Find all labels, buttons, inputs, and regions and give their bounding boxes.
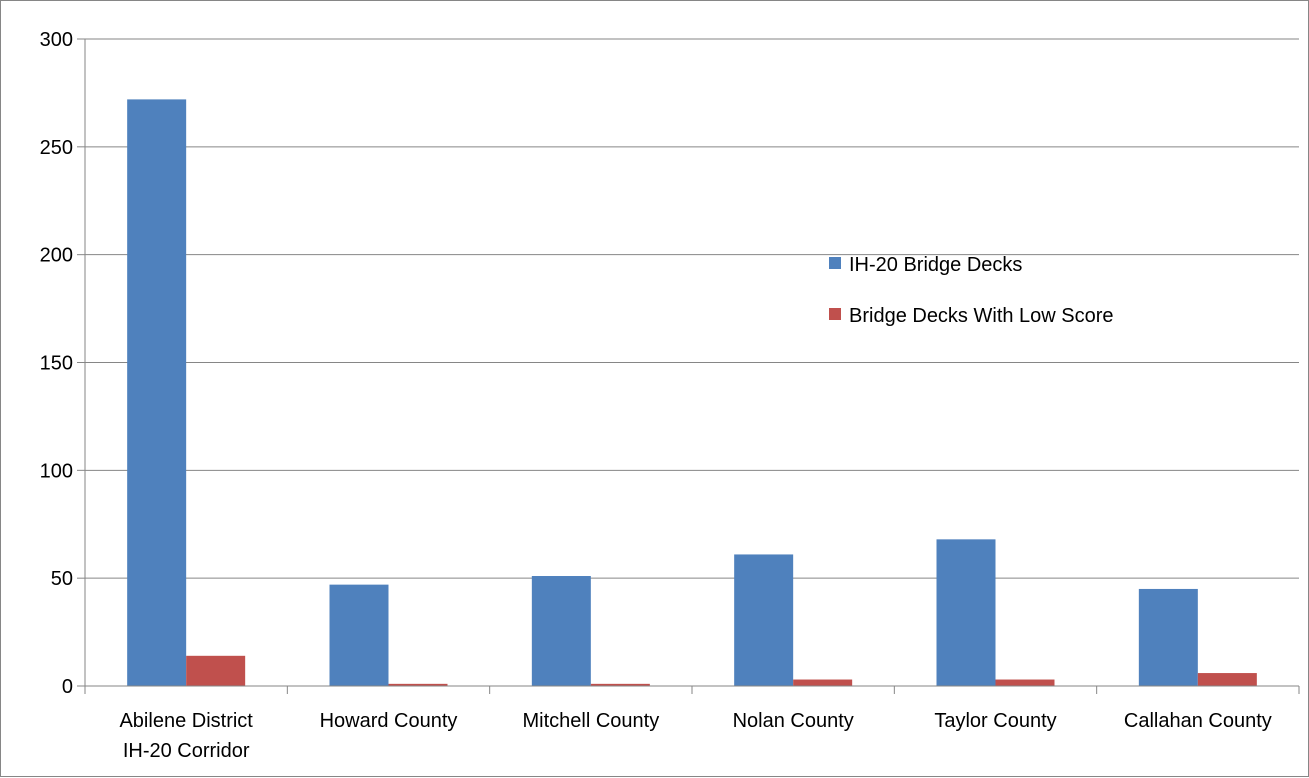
y-tick-label: 250 (40, 137, 73, 159)
legend-label: IH-20 Bridge Decks (849, 254, 1022, 276)
legend-swatch (829, 257, 841, 269)
y-tick-label: 200 (40, 245, 73, 267)
x-category-label: Nolan County (733, 710, 854, 732)
legend-swatch (829, 308, 841, 320)
bar-low-score-decks (590, 683, 650, 686)
bar-ih20-bridge-decks (936, 539, 996, 686)
bar-ih20-bridge-decks (127, 99, 187, 687)
y-tick-label: 300 (40, 29, 73, 51)
legend-label: Bridge Decks With Low Score (849, 305, 1114, 327)
y-axis-tick-labels: 0 50 100 150 200 250 300 (40, 29, 73, 698)
x-axis-category-labels: Abilene District IH-20 Corridor Howard Cou… (119, 710, 1271, 762)
bars (127, 99, 1257, 687)
y-tick-label: 0 (62, 676, 73, 698)
x-category-label: IH-20 Corridor (123, 740, 250, 762)
x-category-label: Callahan County (1124, 710, 1272, 732)
x-category-label: Howard County (320, 710, 458, 732)
bar-ih20-bridge-decks (531, 576, 591, 686)
x-category-label: Abilene District (119, 710, 253, 732)
legend: IH-20 Bridge Decks Bridge Decks With Low … (829, 254, 1114, 327)
bar-ih20-bridge-decks (1138, 588, 1198, 686)
x-category-label: Taylor County (934, 710, 1056, 732)
bar-low-score-decks (186, 655, 246, 686)
y-tick-label: 150 (40, 353, 73, 375)
bar-ih20-bridge-decks (329, 584, 389, 686)
y-tick-label: 100 (40, 460, 73, 482)
bar-ih20-bridge-decks (734, 554, 794, 686)
gridlines (85, 38, 1299, 579)
bar-low-score-decks (1197, 673, 1257, 686)
x-category-label: Mitchell County (522, 710, 659, 732)
bar-low-score-decks (793, 679, 853, 686)
bar-low-score-decks (995, 679, 1055, 686)
bar-low-score-decks (388, 683, 448, 686)
axes (77, 38, 1300, 694)
y-tick-label: 50 (51, 568, 73, 590)
